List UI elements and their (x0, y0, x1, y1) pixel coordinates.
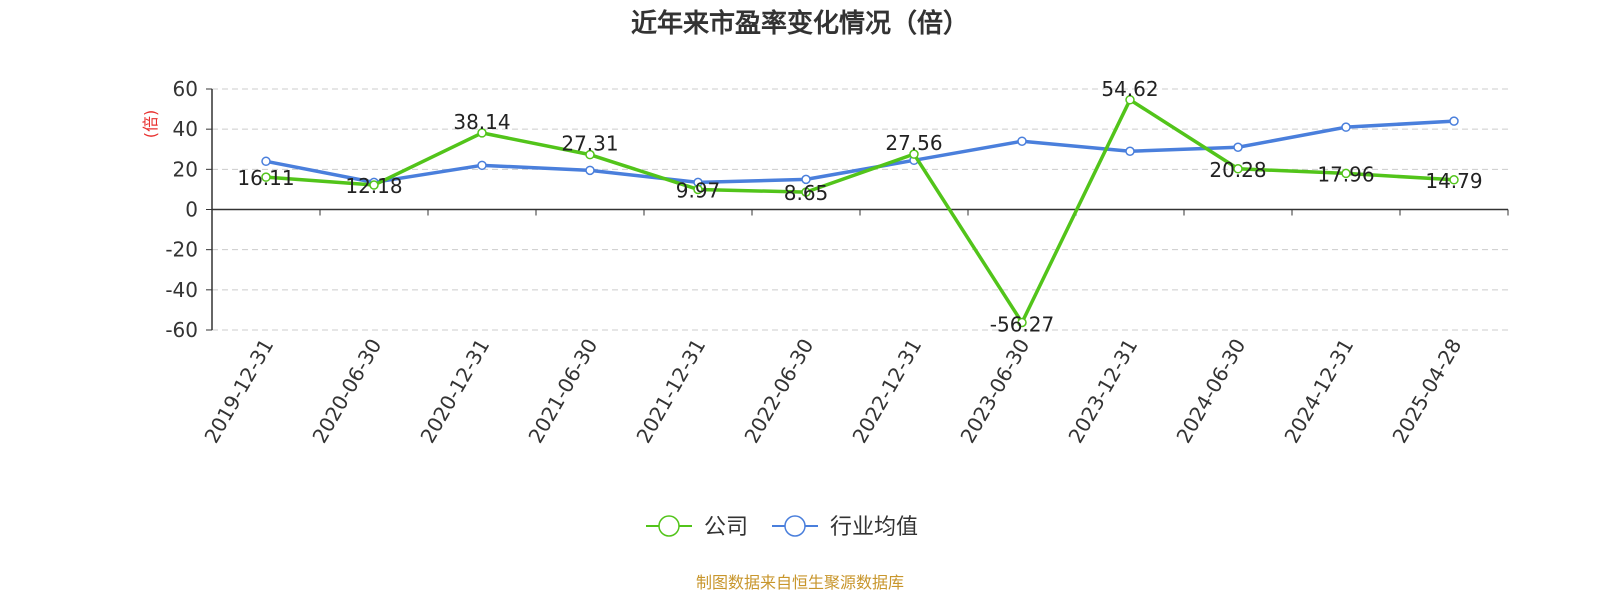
data-point (1125, 95, 1135, 105)
data-point (1125, 146, 1135, 157)
data-label: 14.79 (1425, 169, 1482, 193)
legend: 公司 行业均值 (646, 515, 918, 540)
data-label: 17.96 (1317, 162, 1374, 186)
y-tick-label: -60 (165, 318, 198, 342)
data-point (369, 180, 379, 190)
y-tick-label: -20 (165, 238, 198, 262)
x-tick-label: 2024-12-31 (1279, 335, 1358, 448)
series-line-0 (265, 98, 1455, 325)
legend-label: 公司 (704, 515, 748, 540)
y-tick-label: -40 (165, 278, 198, 302)
data-label: 12.18 (345, 174, 402, 198)
legend-marker (658, 515, 680, 537)
x-tick-label: 2023-06-30 (955, 335, 1034, 448)
data-point (1449, 175, 1459, 185)
data-point (477, 160, 487, 171)
data-point (585, 165, 595, 176)
data-label: 20.28 (1209, 158, 1266, 182)
x-tick-label: 2021-06-30 (523, 335, 602, 448)
data-point (801, 174, 811, 185)
x-tick-label: 2021-12-31 (631, 335, 710, 448)
x-tick-label: 2023-12-31 (1063, 335, 1142, 448)
series-lines (261, 95, 1459, 328)
data-labels: 16.11 12.18 38.14 27.31 9.97 8.65 27.56 -56.27 5… (237, 77, 1482, 337)
data-point (1341, 168, 1351, 179)
data-point (1233, 164, 1243, 174)
data-point (1017, 317, 1027, 328)
chart-title: 近年来市盈率变化情况（倍） (631, 8, 969, 39)
data-label: 38.14 (453, 110, 510, 134)
x-tick-label: 2025-04-28 (1387, 335, 1466, 448)
y-tick-label: 60 (173, 77, 198, 101)
y-axis-label: (倍) (141, 110, 160, 139)
data-label: 27.31 (561, 132, 618, 156)
data-label: 16.11 (237, 166, 294, 190)
legend-marker (784, 515, 806, 537)
data-point (1017, 136, 1027, 146)
series-line-1 (265, 119, 1455, 185)
data-label: 9.97 (676, 178, 721, 202)
data-point (1341, 122, 1351, 132)
x-tick-label: 2022-12-31 (847, 335, 926, 448)
legend-label: 行业均值 (830, 515, 918, 540)
x-tick-label: 2019-12-31 (199, 335, 278, 448)
data-point (693, 184, 703, 195)
y-tick-label: 20 (173, 157, 198, 181)
data-point (477, 128, 487, 138)
x-tick-label: 2024-06-30 (1171, 335, 1250, 448)
data-point (801, 187, 811, 197)
grid-lines (212, 88, 1508, 331)
data-label: 8.65 (784, 181, 829, 205)
y-tick-label: 40 (173, 117, 198, 141)
data-point (1233, 142, 1243, 152)
data-point (585, 149, 595, 160)
x-tick-label: 2020-06-30 (307, 335, 386, 448)
data-point (261, 156, 271, 167)
data-label: 27.56 (885, 131, 942, 155)
data-label: 54.62 (1101, 77, 1158, 101)
x-tick-label: 2022-06-30 (739, 335, 818, 448)
data-point (1449, 116, 1459, 126)
data-label: -56.27 (990, 313, 1054, 337)
source-note: 制图数据来自恒生聚源数据库 (696, 573, 904, 592)
x-tick-label: 2020-12-31 (415, 335, 494, 448)
y-tick-label: 0 (185, 198, 198, 222)
data-point (261, 172, 271, 182)
data-point (909, 149, 919, 159)
